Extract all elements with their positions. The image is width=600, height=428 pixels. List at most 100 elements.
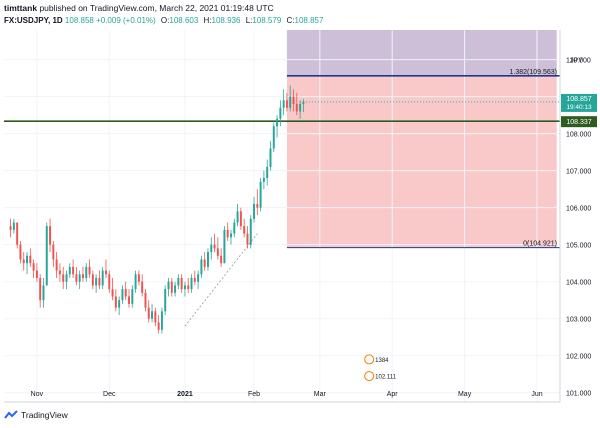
candle-body[interactable]	[98, 278, 101, 286]
candle-body[interactable]	[131, 289, 134, 304]
candle-body[interactable]	[19, 244, 22, 260]
candle-body[interactable]	[170, 281, 173, 293]
candle-body[interactable]	[121, 289, 124, 301]
candle-body[interactable]	[243, 226, 246, 234]
candle-body[interactable]	[141, 281, 144, 293]
event-badge-icon[interactable]	[364, 371, 375, 382]
candle-body[interactable]	[157, 322, 160, 330]
candle-body[interactable]	[151, 311, 154, 319]
candle-body[interactable]	[12, 222, 15, 230]
candle-body[interactable]	[174, 285, 177, 293]
candle-body[interactable]	[68, 266, 71, 275]
candle-body[interactable]	[111, 289, 114, 297]
candle-body[interactable]	[16, 222, 19, 245]
candle-body[interactable]	[32, 263, 35, 271]
candle-body[interactable]	[177, 278, 180, 286]
candle-body[interactable]	[95, 278, 98, 286]
candle-body[interactable]	[200, 259, 203, 275]
candle-body[interactable]	[282, 100, 285, 108]
candle-body[interactable]	[272, 126, 275, 149]
candle-body[interactable]	[230, 233, 232, 238]
candle-body[interactable]	[101, 270, 104, 286]
candle-body[interactable]	[289, 96, 292, 108]
price-axis[interactable]: 101.000 102.000 103.000 104.000 105.000 106.0…	[566, 58, 591, 398]
candle-body[interactable]	[147, 307, 150, 319]
candle-body[interactable]	[22, 259, 25, 264]
candle-body[interactable]	[262, 178, 265, 182]
candle-body[interactable]	[75, 274, 78, 282]
candle-body[interactable]	[216, 248, 219, 256]
candle-body[interactable]	[154, 311, 157, 323]
candle-body[interactable]	[187, 285, 190, 290]
candle-body[interactable]	[223, 229, 226, 264]
candle-body[interactable]	[269, 148, 272, 167]
candle-body[interactable]	[55, 259, 58, 271]
candle-body[interactable]	[137, 274, 140, 282]
candle-body[interactable]	[118, 300, 121, 308]
candle-body[interactable]	[279, 107, 282, 119]
candle-body[interactable]	[42, 285, 45, 301]
candle-body[interactable]	[299, 104, 302, 112]
candle-body[interactable]	[88, 266, 91, 275]
candle-body[interactable]	[105, 270, 107, 275]
candle-body[interactable]	[292, 96, 295, 105]
candle-body[interactable]	[249, 218, 252, 245]
candle-body[interactable]	[128, 296, 131, 304]
candle-body[interactable]	[253, 203, 256, 219]
candle-body[interactable]	[134, 274, 137, 290]
time-axis[interactable]: Nov Dec 2021 Feb Mar Apr May Jun	[31, 391, 543, 398]
candle-body[interactable]	[62, 274, 65, 282]
candle-body[interactable]	[259, 181, 262, 208]
candle-body[interactable]	[226, 229, 229, 238]
candle-body[interactable]	[39, 278, 42, 301]
candle-body[interactable]	[9, 226, 12, 230]
trend-line[interactable]	[184, 233, 258, 327]
candle-body[interactable]	[183, 285, 186, 290]
candle-body[interactable]	[203, 259, 206, 267]
candle-body[interactable]	[65, 274, 68, 282]
candle-body[interactable]	[210, 244, 213, 253]
candle-body[interactable]	[233, 222, 236, 234]
candle-body[interactable]	[180, 278, 183, 290]
candle-body[interactable]	[144, 292, 147, 308]
candle-body[interactable]	[49, 226, 52, 245]
candle-body[interactable]	[246, 233, 249, 245]
candle-body[interactable]	[285, 100, 288, 108]
candle-body[interactable]	[72, 266, 75, 275]
candle-body[interactable]	[266, 166, 269, 179]
candle-body[interactable]	[124, 289, 127, 297]
candle-body[interactable]	[167, 281, 170, 290]
candle-body[interactable]	[220, 255, 223, 264]
candle-body[interactable]	[58, 270, 61, 275]
candle-body[interactable]	[52, 244, 55, 260]
candle-body[interactable]	[35, 270, 38, 278]
candle-body[interactable]	[193, 278, 196, 282]
candle-body[interactable]	[160, 311, 163, 330]
candle-body[interactable]	[302, 101, 305, 105]
candle-body[interactable]	[276, 118, 279, 127]
candle-body[interactable]	[239, 211, 242, 227]
candle-body[interactable]	[85, 266, 88, 278]
support-price-tag	[561, 116, 597, 128]
candle-body[interactable]	[45, 226, 48, 286]
candle-body[interactable]	[81, 274, 84, 278]
candle-body[interactable]	[256, 203, 259, 208]
candle-body[interactable]	[91, 274, 94, 286]
candle-body[interactable]	[295, 104, 298, 112]
candle-body[interactable]	[213, 244, 216, 249]
event-badge-icon[interactable]	[364, 354, 375, 365]
tradingview-logo-icon[interactable]	[4, 410, 18, 420]
candle-body[interactable]	[108, 274, 111, 290]
candle-body[interactable]	[206, 252, 209, 267]
candle-body[interactable]	[78, 274, 81, 282]
candle-body[interactable]	[197, 274, 200, 282]
candle-body[interactable]	[26, 255, 29, 264]
candle-body[interactable]	[29, 255, 32, 264]
tradingview-brand[interactable]: TradingView	[21, 410, 68, 420]
candle-body[interactable]	[236, 211, 239, 223]
author-name[interactable]: timttank	[4, 3, 38, 13]
candle-body[interactable]	[164, 289, 167, 312]
candle-body[interactable]	[190, 278, 193, 290]
candle-body[interactable]	[114, 296, 117, 308]
